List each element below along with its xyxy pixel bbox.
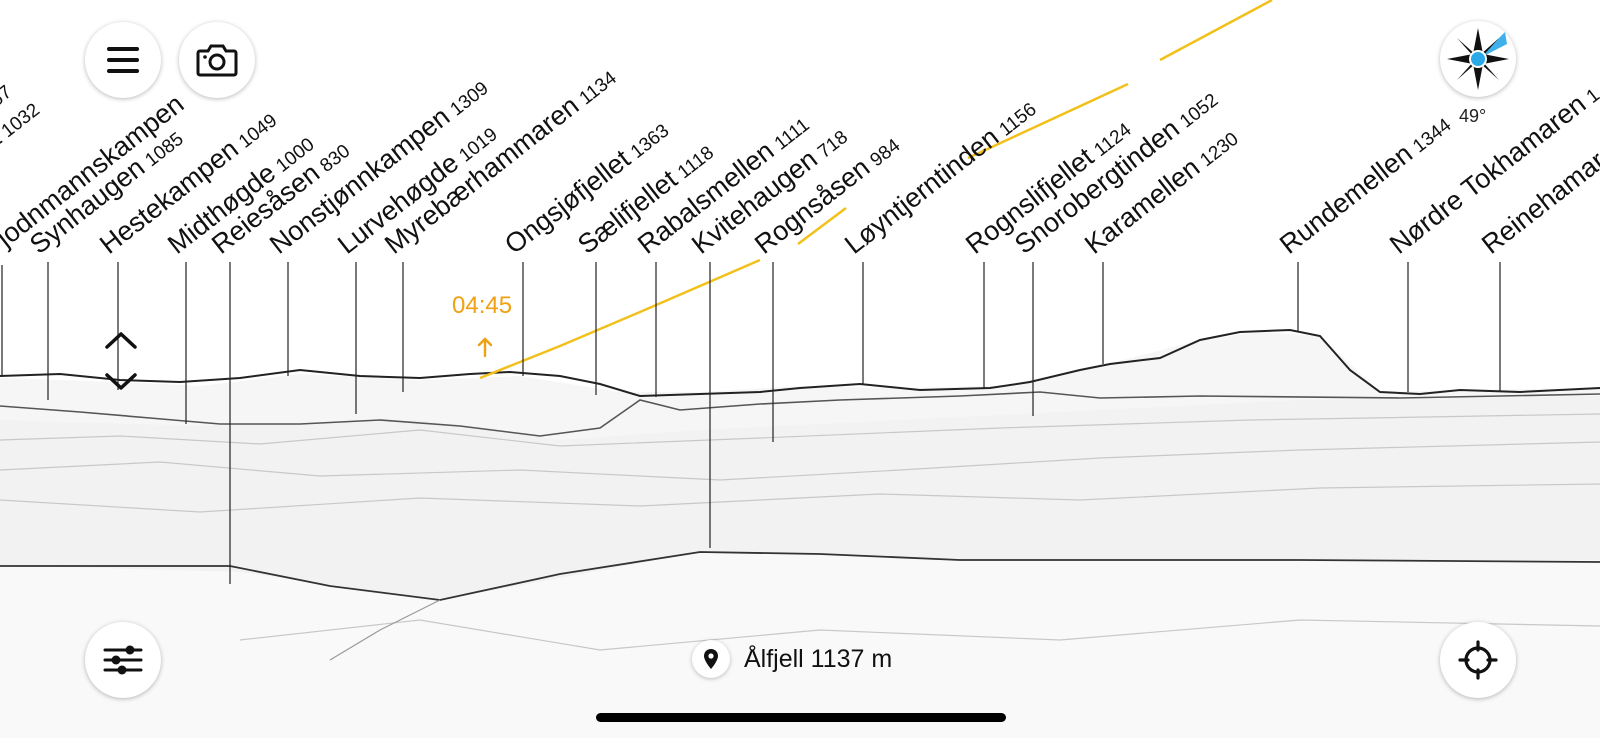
chevron-up-icon[interactable]: [104, 330, 138, 350]
hamburger-icon: [107, 47, 139, 73]
sliders-icon: [103, 645, 143, 675]
chevron-down-icon[interactable]: [104, 372, 138, 392]
arrow-up-icon: [477, 337, 493, 358]
compass-heading: 49°: [1459, 106, 1487, 126]
current-location[interactable]: Ålfjell 1137 m: [692, 640, 892, 678]
home-indicator[interactable]: [596, 713, 1006, 722]
sun-time-label: 04:45: [452, 292, 513, 319]
sun-path: [479, 258, 761, 380]
vertical-scroll-control[interactable]: [104, 330, 138, 392]
menu-button[interactable]: [85, 22, 161, 98]
near-ridge: [0, 551, 1600, 601]
terrain-band-near: [0, 552, 1600, 738]
horizon-ridge: [0, 328, 1600, 398]
camera-button[interactable]: [179, 22, 255, 98]
secondary-ridge: [0, 391, 1600, 437]
crosshair-icon: [1458, 640, 1498, 680]
compass-button[interactable]: [1440, 21, 1516, 97]
compass-icon: [1447, 28, 1509, 90]
recenter-button[interactable]: [1440, 622, 1516, 698]
camera-icon: [196, 44, 238, 77]
location-name: Ålfjell 1137 m: [744, 644, 893, 673]
map-pin-icon: [692, 640, 730, 678]
settings-button[interactable]: [85, 622, 161, 698]
